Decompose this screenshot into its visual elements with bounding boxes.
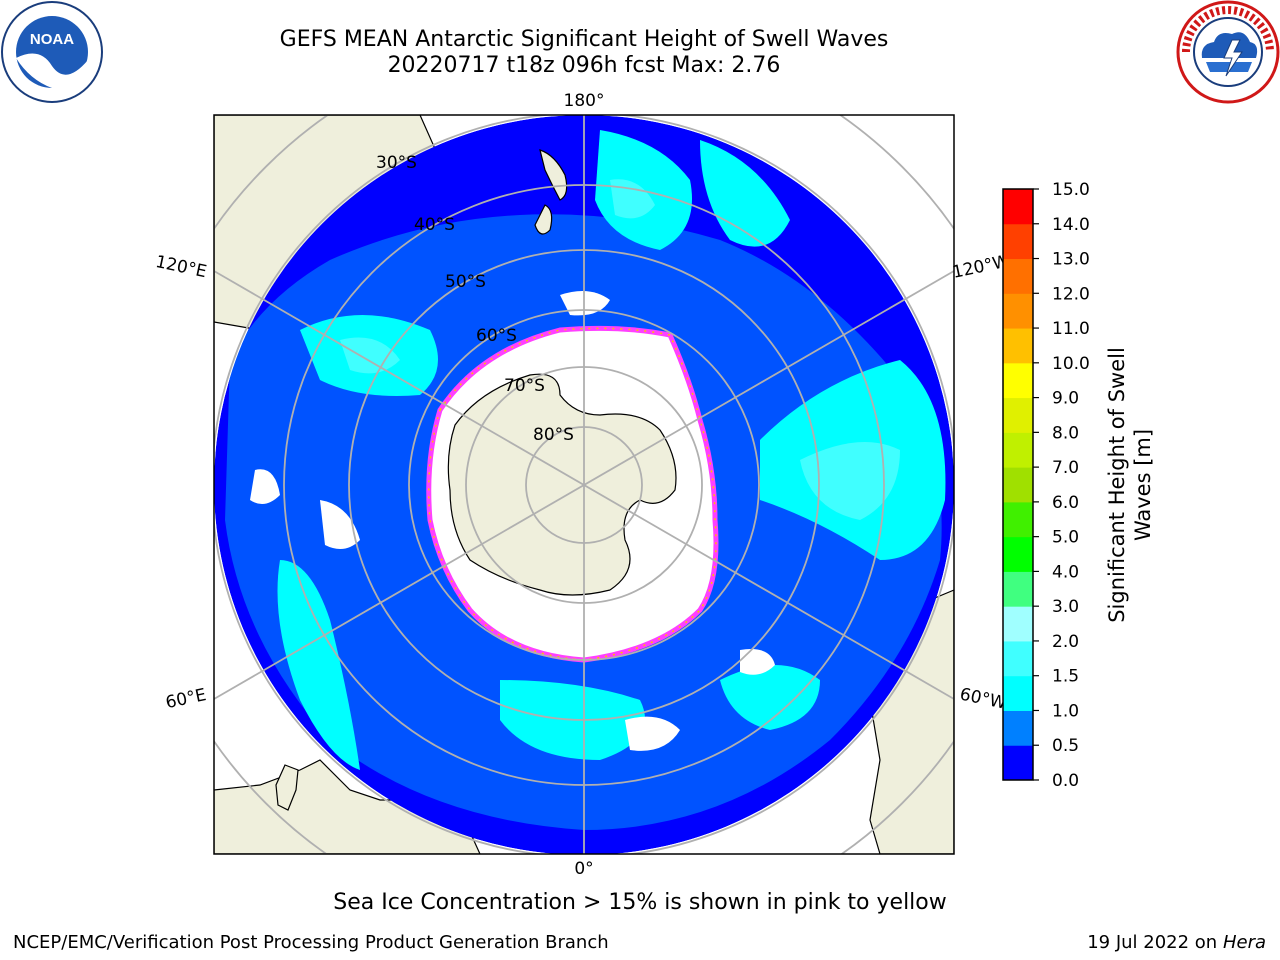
sea-ice-note: Sea Ice Concentration > 15% is shown in …: [333, 890, 947, 915]
footer-date: 19 Jul 2022 on Hera: [1087, 932, 1266, 953]
colorbar-segment: [1003, 640, 1033, 677]
lat-label-80: 80°S: [533, 425, 574, 445]
colorbar-segment: [1003, 571, 1033, 607]
colorbar-tick-label: 4.0: [1052, 562, 1079, 582]
colorbar-label: Significant Height of Swell Waves [m]: [1105, 347, 1155, 623]
colorbar-segment: [1003, 710, 1033, 746]
colorbar-segment: [1003, 745, 1033, 781]
footer-date-text: 19 Jul 2022 on: [1087, 932, 1223, 953]
lat-label-60: 60°S: [476, 326, 517, 346]
lat-label-30: 30°S: [376, 153, 417, 173]
meridians: [214, 115, 954, 854]
colorbar-segment: [1003, 293, 1033, 329]
nws-logo: [1176, 0, 1280, 104]
chart-title: GEFS MEAN Antarctic Significant Height o…: [279, 27, 889, 52]
colorbar-tick-label: 1.5: [1052, 667, 1079, 687]
colorbar-tick-label: 7.0: [1052, 458, 1079, 478]
colorbar-segment: [1003, 675, 1033, 711]
colorbar-segment: [1003, 328, 1033, 364]
colorbar-segment: [1003, 606, 1033, 642]
colorbar-tick-label: 0.0: [1052, 771, 1079, 791]
colorbar-tick-label: 3.0: [1052, 597, 1079, 617]
colorbar-segment: [1003, 223, 1033, 260]
colorbar-segment: [1003, 501, 1033, 538]
colorbar-tick-label: 5.0: [1052, 528, 1079, 548]
footer-credit: NCEP/EMC/Verification Post Processing Pr…: [13, 932, 609, 953]
colorbar-tick-label: 12.0: [1052, 284, 1090, 304]
noaa-logo-text: NOAA: [30, 31, 74, 48]
land-madagascar: [275, 764, 299, 811]
colorbar-tick-label: 11.0: [1052, 319, 1090, 339]
colorbar-segment: [1003, 432, 1033, 468]
colorbar-tick-label: 9.0: [1052, 389, 1079, 409]
latitude-labels: 30°S 40°S 50°S 60°S 70°S 80°S: [376, 153, 574, 445]
colorbar-frame: [1002, 188, 1034, 781]
colorbar-tick-label: 2.0: [1052, 632, 1079, 652]
noaa-logo: NOAA: [1, 1, 103, 103]
colorbar-label-line2: Waves [m]: [1131, 429, 1155, 541]
lon-label-120e: 120°E: [154, 252, 209, 282]
colorbar-segment: [1003, 467, 1033, 503]
colorbar-segment: [1003, 397, 1033, 433]
colorbar-tick-label: 0.5: [1052, 736, 1079, 756]
map-frame-content: 30°S 40°S 50°S 60°S 70°S 80°S: [214, 115, 954, 854]
lat-label-40: 40°S: [414, 215, 455, 235]
colorbar-tick-label: 15.0: [1052, 180, 1090, 200]
colorbar-segment: [1003, 189, 1033, 225]
colorbar-tick-label: 8.0: [1052, 423, 1079, 443]
lon-label-60w: 60°W: [958, 684, 1008, 713]
lat-label-50: 50°S: [445, 272, 486, 292]
lat-label-70: 70°S: [504, 376, 545, 396]
colorbar-tick-label: 14.0: [1052, 215, 1090, 235]
colorbar-tick-label: 1.0: [1052, 701, 1079, 721]
colorbar-segment: [1003, 258, 1033, 294]
lon-label-180: 180°: [564, 91, 605, 111]
colorbar-tick-label: 6.0: [1052, 493, 1079, 513]
map-frame: [213, 114, 955, 855]
lon-label-0: 0°: [574, 859, 593, 879]
lon-label-60e: 60°E: [164, 685, 208, 713]
colorbar-segment: [1003, 536, 1033, 572]
colorbar-label-line1: Significant Height of Swell: [1105, 347, 1129, 623]
chart-subtitle: 20220717 t18z 096h fcst Max: 2.76: [387, 53, 781, 78]
colorbar: 0.0 0.5 1.0 1.5 2.0 3.0 4.0 5.0 6.0 7.0 8.0 9.0 10.0…: [1002, 180, 1090, 791]
land-new-zealand: [534, 149, 568, 235]
footer-machine: Hera: [1222, 932, 1266, 953]
colorbar-segment: [1003, 362, 1033, 399]
colorbar-tick-label: 13.0: [1052, 250, 1090, 270]
colorbar-tick-label: 10.0: [1052, 354, 1090, 374]
